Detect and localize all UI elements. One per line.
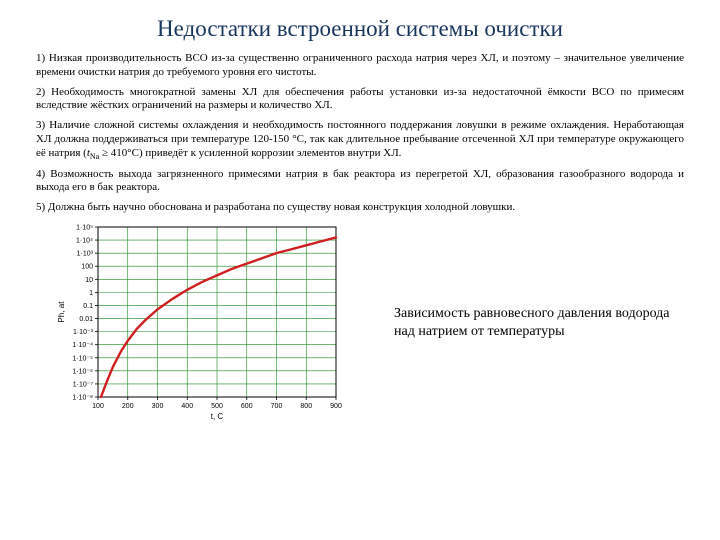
svg-text:1: 1 (89, 290, 93, 297)
p3-sub: Na (90, 152, 99, 161)
page-title: Недостатки встроенной системы очистки (36, 16, 684, 42)
svg-text:700: 700 (271, 403, 283, 410)
svg-text:10: 10 (85, 277, 93, 284)
svg-text:200: 200 (122, 403, 134, 410)
svg-text:0.01: 0.01 (79, 316, 93, 323)
svg-text:1·10³: 1·10³ (77, 251, 94, 258)
svg-text:500: 500 (211, 403, 223, 410)
svg-text:t, С: t, С (211, 412, 224, 421)
svg-text:1·10⁻⁸: 1·10⁻⁸ (72, 394, 93, 401)
paragraph-3: 3) Наличие сложной системы охлаждения и … (36, 119, 684, 162)
svg-text:Ph, at: Ph, at (57, 301, 66, 323)
svg-text:400: 400 (181, 403, 193, 410)
svg-text:1·10⁻⁶: 1·10⁻⁶ (72, 368, 93, 375)
svg-text:300: 300 (152, 403, 164, 410)
lower-row: 100 200 300 400 500 600 700 800 900 1·10⁻⁸ 1·10⁻⁷ 1… (36, 221, 684, 426)
svg-text:0.1: 0.1 (83, 303, 93, 310)
svg-text:100: 100 (81, 264, 93, 271)
svg-text:900: 900 (330, 403, 342, 410)
chart-container: 100 200 300 400 500 600 700 800 900 1·10⁻⁸ 1·10⁻⁷ 1… (54, 221, 354, 426)
chart-caption: Зависимость равновесного давления водоро… (394, 305, 674, 343)
paragraph-4: 4) Возможность выхода загрязненного прим… (36, 168, 684, 196)
svg-text:1·10⁴: 1·10⁴ (76, 238, 93, 245)
svg-text:1·10⁻⁴: 1·10⁻⁴ (72, 342, 93, 349)
pressure-chart: 100 200 300 400 500 600 700 800 900 1·10⁻⁸ 1·10⁻⁷ 1… (54, 221, 354, 421)
paragraph-1: 1) Низкая производительность ВСО из-за с… (36, 52, 684, 80)
svg-text:100: 100 (92, 403, 104, 410)
svg-text:1·10⁻⁷: 1·10⁻⁷ (73, 381, 94, 388)
paragraph-2: 2) Необходимость многократной замены ХЛ … (36, 86, 684, 114)
svg-text:800: 800 (300, 403, 312, 410)
svg-text:1·10⁵: 1·10⁵ (76, 224, 93, 231)
svg-text:1·10⁻⁵: 1·10⁻⁵ (72, 355, 93, 362)
svg-text:600: 600 (241, 403, 253, 410)
caption-wrap: Зависимость равновесного давления водоро… (354, 221, 684, 426)
paragraph-5: 5) Должна быть научно обоснована и разра… (36, 201, 684, 215)
svg-text:1·10⁻³: 1·10⁻³ (73, 329, 94, 336)
p3-text-b: ≥ 410°С) приведёт к усиленной коррозии э… (99, 147, 401, 159)
